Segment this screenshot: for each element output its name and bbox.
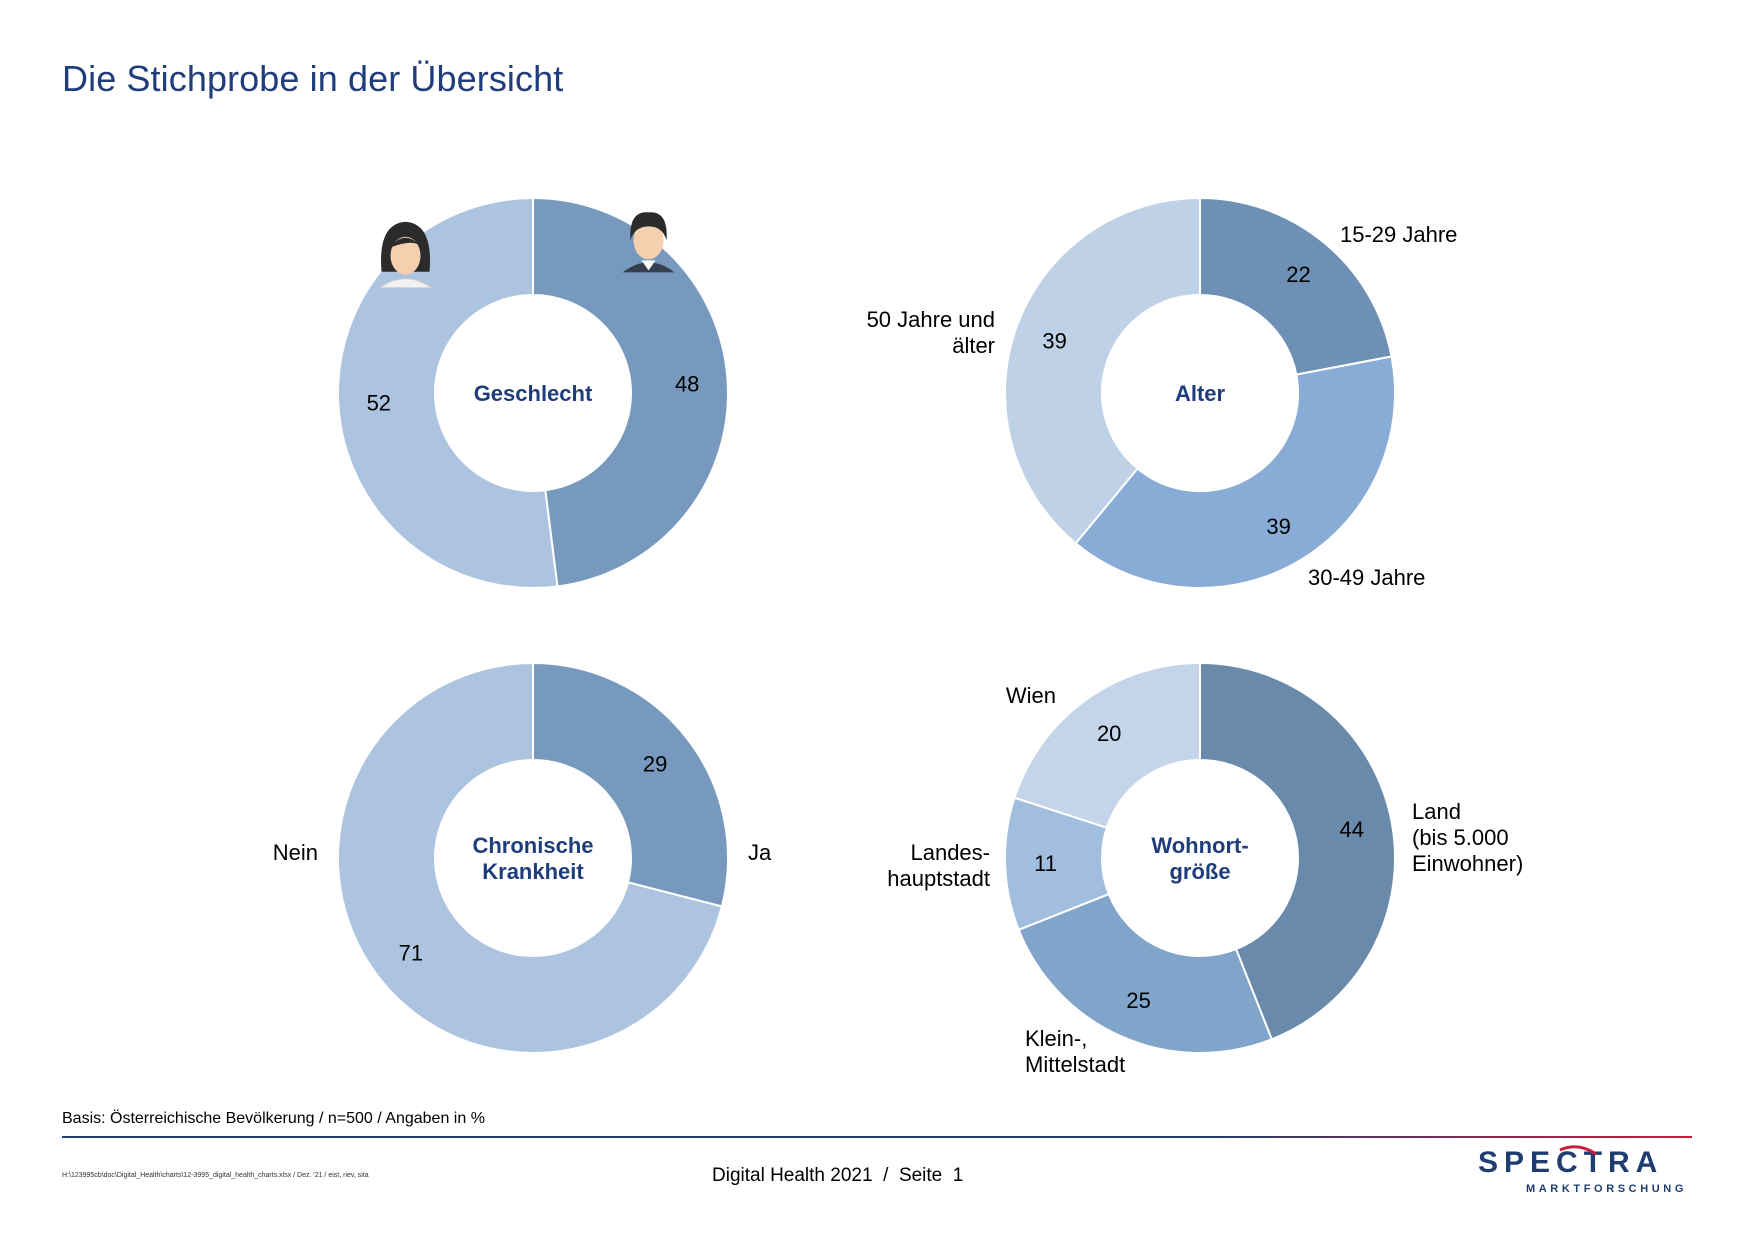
donut-slice (337, 196, 559, 589)
woman-icon (377, 221, 434, 289)
slice-value-label: 11 (1034, 851, 1057, 876)
slice-category-label: (bis 5.000 (1412, 825, 1509, 850)
page-title: Die Stichprobe in der Übersicht (62, 58, 564, 99)
donut-slice (532, 196, 729, 588)
slice-category-label: Ja (748, 840, 772, 865)
slice-value-label: 20 (1097, 721, 1121, 746)
donut-slice (1199, 196, 1393, 376)
slice-category-label: Mittelstadt (1025, 1052, 1125, 1077)
slice-category-label: Wien (1006, 683, 1056, 708)
logo-tagline: MARKTFORSCHUNG (1526, 1183, 1687, 1195)
donut-chart-wohnortgroesse: 44 25 11 20 Wohnort-größe Land(bis 5.000Einwo… (887, 661, 1523, 1077)
footer-rule (62, 1136, 1692, 1138)
donut-slice (532, 661, 729, 908)
slice-value-label: 39 (1042, 329, 1066, 354)
donut-center-label: größe (1169, 859, 1230, 884)
slice-value-label: 29 (643, 751, 667, 776)
slice-category-label: 30-49 Jahre (1308, 565, 1425, 590)
donut-center-label: Chronische (472, 833, 593, 858)
footnote: Basis: Österreichische Bevölkerung / n=5… (62, 1110, 485, 1127)
donut-slice (1004, 196, 1201, 545)
slice-category-label: 15-29 Jahre (1340, 222, 1457, 247)
slice-value-label: 48 (675, 371, 699, 396)
donut-center-label: Geschlecht (474, 381, 593, 406)
slice-category-label: Einwohner) (1412, 851, 1523, 876)
slice-category-label: 50 Jahre und (867, 307, 995, 332)
donut-center-label: Alter (1175, 381, 1226, 406)
slice-category-label: hauptstadt (887, 866, 990, 891)
footer-page-info: Digital Health 2021 / Seite 1 (712, 1165, 964, 1186)
slice-category-label: Klein-, (1025, 1026, 1087, 1051)
slice-value-label: 25 (1126, 988, 1150, 1013)
donut-slice (1074, 355, 1396, 589)
slice-category-label: älter (952, 333, 995, 358)
donut-slice (1199, 661, 1396, 1041)
slice-category-label: Land (1412, 799, 1461, 824)
donut-chart-alter: 22 39 39 Alter 15-29 Jahre 30-49 Jahre 50 Jahr… (867, 196, 1457, 590)
donut-slice (1017, 892, 1274, 1054)
slice-category-label: Nein (273, 840, 318, 865)
slice-value-label: 52 (367, 391, 391, 416)
donut-center-label: Krankheit (482, 859, 584, 884)
donut-slice (337, 661, 724, 1054)
donut-center-label: Wohnort- (1151, 833, 1248, 858)
donut-slice (1013, 661, 1201, 829)
logo-wordmark: SPECTRA (1478, 1146, 1663, 1179)
slice-category-label: Landes- (910, 840, 990, 865)
file-path: H:\123995cb\doc\Digital_Health\charts\12… (62, 1172, 369, 1179)
slice-value-label: 22 (1286, 262, 1310, 287)
donut-chart-geschlecht: 48 52 Geschlecht (337, 196, 729, 589)
slice-value-label: 39 (1266, 514, 1290, 539)
logo-swoosh (1559, 1145, 1597, 1156)
slice-value-label: 71 (399, 941, 423, 966)
spectra-logo: SPECTRA MARKTFORSCHUNG (1478, 1145, 1687, 1195)
slice-value-label: 44 (1340, 817, 1364, 842)
man-icon (622, 212, 675, 273)
